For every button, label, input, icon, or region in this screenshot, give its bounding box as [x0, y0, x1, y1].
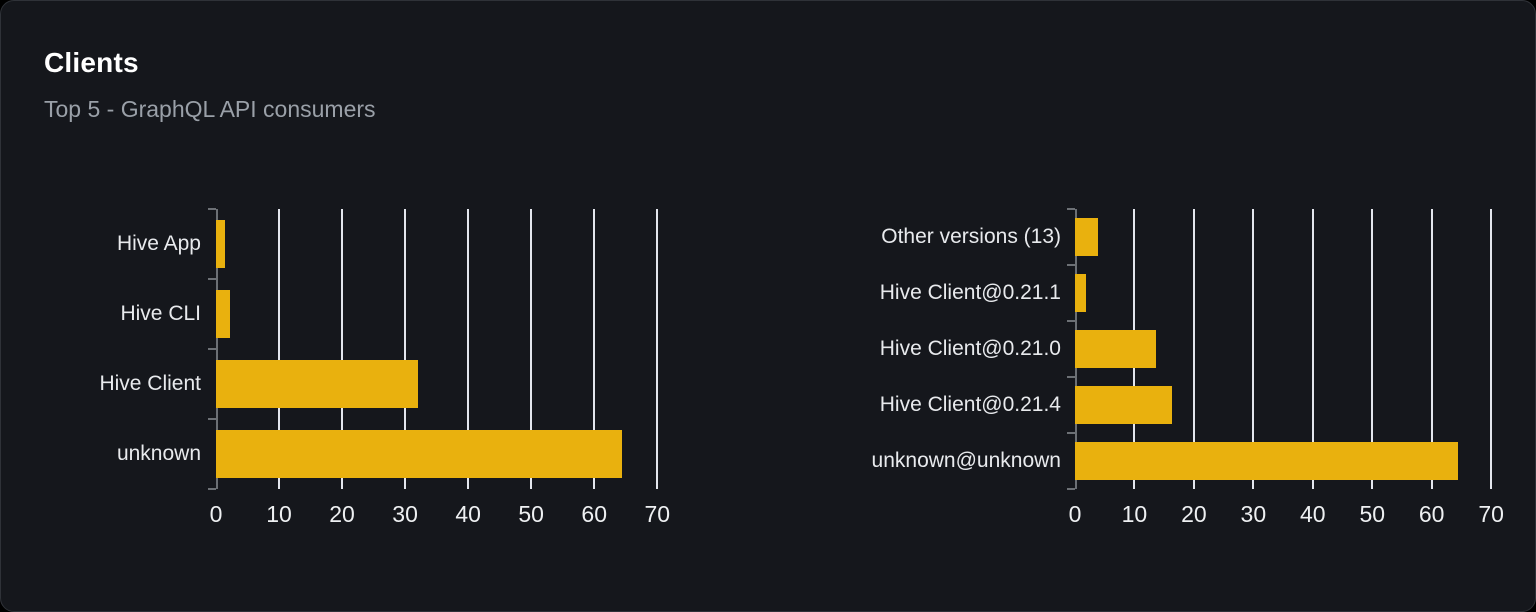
gridline	[1252, 209, 1255, 489]
card-title: Clients	[44, 47, 139, 78]
x-tick-label: 0	[209, 501, 223, 527]
bar-unknown-unknown[interactable]	[1075, 441, 1458, 481]
x-tick-label: 50	[518, 501, 544, 527]
bar-unknown[interactable]	[216, 430, 622, 478]
gridline	[656, 209, 659, 489]
x-tick-label: 40	[455, 501, 481, 527]
gridline	[1490, 209, 1493, 489]
y-axis-tick	[1067, 208, 1075, 210]
x-tick-label: 70	[644, 501, 671, 527]
plot-area: 0 10 20 30 40 50 60 70	[1067, 208, 1506, 527]
y-axis-tick	[208, 278, 216, 280]
bar-hive-client-0-21-1[interactable]	[1075, 273, 1086, 313]
gridline	[1371, 209, 1374, 489]
y-axis-tick	[208, 348, 216, 350]
category-axis-labels: Other versions (13) Hive Client@0.21.1 Hiv…	[819, 209, 1075, 489]
category-label: unknown	[116, 442, 201, 465]
category-axis-labels: Hive App Hive CLI Hive Client unknown	[44, 209, 216, 489]
y-axis-tick	[1067, 320, 1075, 322]
category-label: Hive Client@0.21.1	[879, 281, 1061, 304]
y-axis-tick	[208, 208, 216, 210]
x-tick-label: 20	[1181, 501, 1207, 527]
y-axis-tick	[1067, 488, 1075, 490]
x-tick-label: 60	[1418, 501, 1445, 527]
client-versions-bar-chart: Other versions (13) Hive Client@0.21.1 Hiv…	[819, 208, 1506, 527]
gridline	[530, 209, 533, 489]
bar-other-versions-13-[interactable]	[1075, 217, 1099, 257]
x-axis-tick-labels: 0 10 20 30 40 50 60 70	[1069, 501, 1506, 533]
plot-area: 0 10 20 30 40 50 60 70	[208, 208, 673, 527]
gridline	[593, 209, 596, 489]
x-tick-label: 40	[1299, 501, 1326, 527]
gridline	[404, 209, 407, 489]
x-tick-label: 10	[1121, 501, 1148, 527]
y-axis-tick	[1067, 376, 1075, 378]
gridline	[1192, 209, 1195, 489]
x-axis-tick-labels: 0 10 20 30 40 50 60 70	[210, 501, 673, 533]
x-tick-label: 60	[581, 501, 607, 527]
card-subtitle: Top 5 - GraphQL API consumers	[44, 96, 376, 122]
category-label: Hive Client	[99, 372, 201, 395]
x-tick-label: 30	[1240, 501, 1267, 527]
x-tick-label: 10	[266, 501, 292, 527]
clients-bar-chart: Hive App Hive CLI Hive Client unknown 0 10 20 3…	[44, 208, 673, 527]
y-axis-tick	[1067, 432, 1075, 434]
y-axis-tick	[1067, 264, 1075, 266]
category-label: unknown@unknown	[871, 449, 1061, 472]
category-label: Hive CLI	[120, 302, 201, 325]
bar-hive-client-0-21-0[interactable]	[1075, 329, 1157, 369]
x-tick-label: 20	[329, 501, 355, 527]
category-label: Hive Client@0.21.4	[879, 393, 1061, 416]
bar-hive-cli[interactable]	[216, 290, 230, 338]
bar-hive-app[interactable]	[216, 220, 226, 268]
y-axis-tick	[208, 418, 216, 420]
y-axis-tick	[208, 488, 216, 490]
category-label: Hive App	[116, 232, 201, 255]
gridline	[467, 209, 470, 489]
category-label: Other versions (13)	[881, 225, 1061, 248]
y-axis-line	[216, 209, 218, 489]
x-tick-label: 70	[1478, 501, 1504, 527]
gridline	[278, 209, 281, 489]
gridline	[1430, 209, 1433, 489]
bar-hive-client-0-21-4[interactable]	[1075, 385, 1173, 425]
x-tick-label: 0	[1068, 501, 1082, 527]
category-label: Hive Client@0.21.0	[879, 337, 1061, 360]
gridline	[1311, 209, 1314, 489]
gridline	[341, 209, 344, 489]
x-tick-label: 50	[1359, 501, 1386, 527]
x-tick-label: 30	[392, 501, 418, 527]
bar-hive-client[interactable]	[216, 360, 418, 408]
